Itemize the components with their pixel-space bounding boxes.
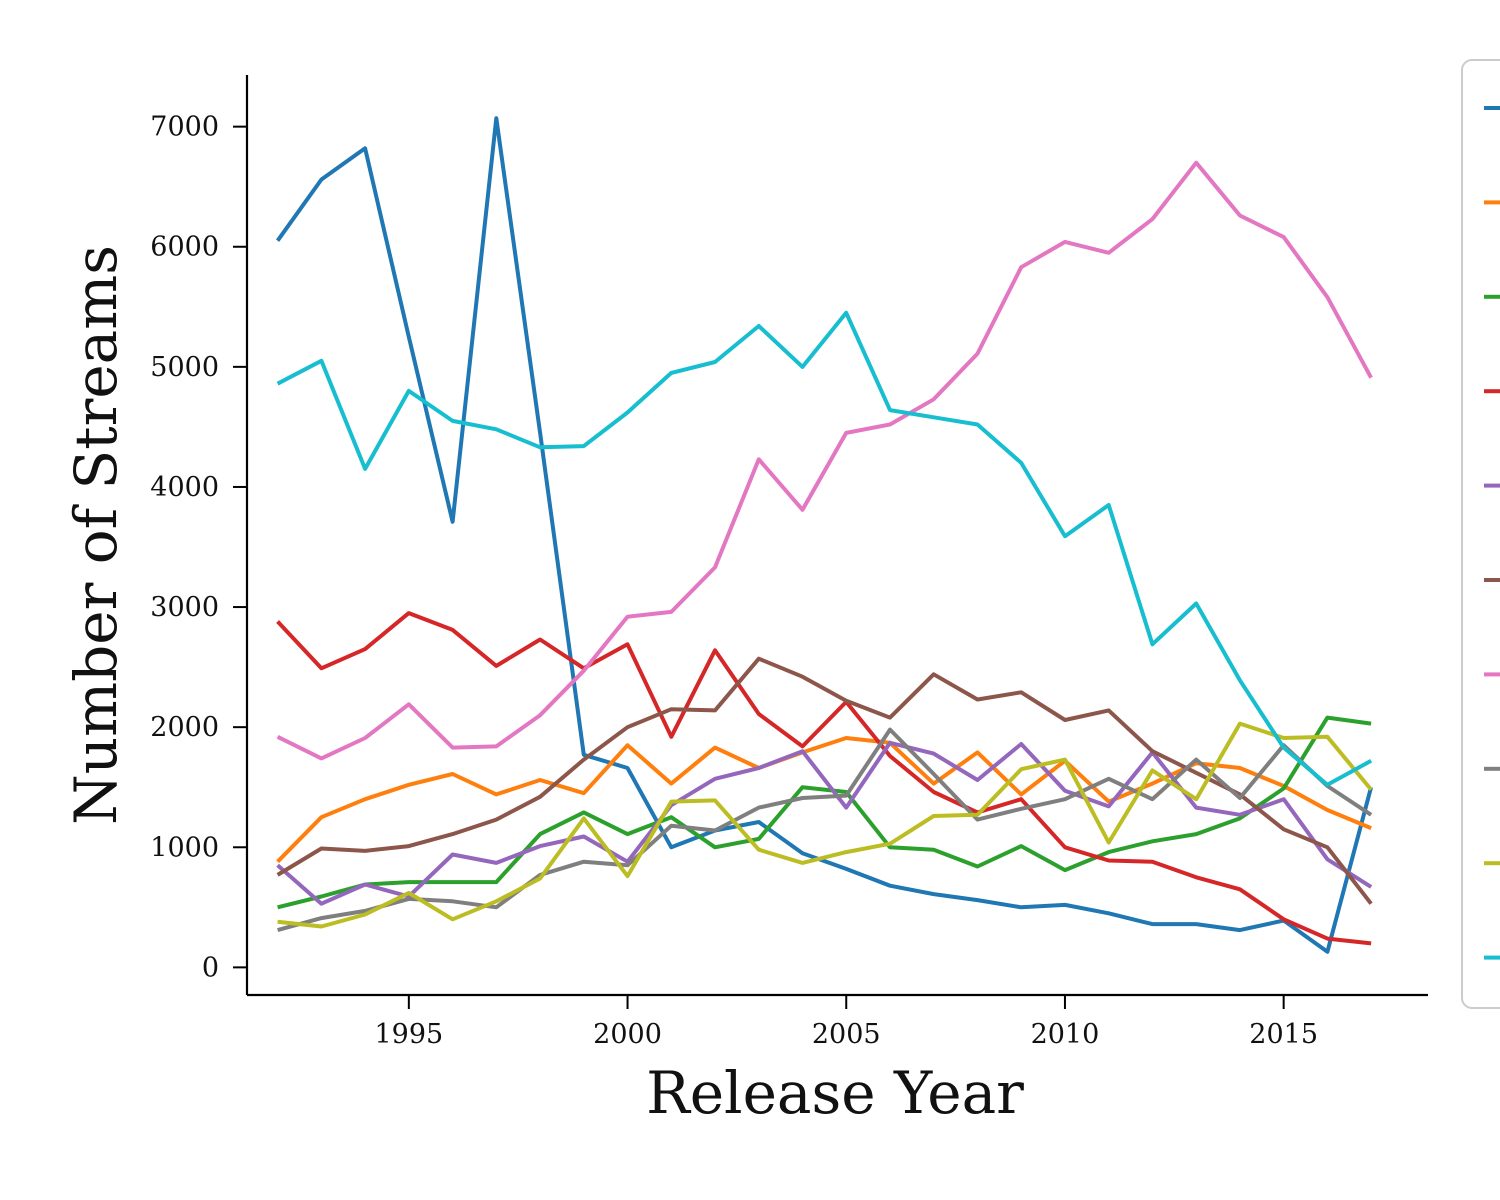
- series-line-5: [276, 740, 1373, 906]
- y-tick-label: 0: [202, 952, 219, 983]
- y-tick-label: 7000: [150, 112, 219, 143]
- y-tick-label: 1000: [150, 832, 219, 863]
- x-tick-label: 2000: [593, 1019, 662, 1050]
- ticks-layer: 0 1000 2000 3000 4000 5000 6000 7000 1995 2000 200…: [150, 112, 1318, 1050]
- y-axis-title: Number of Streams: [62, 245, 130, 825]
- x-tick-label: 2015: [1249, 1019, 1318, 1050]
- y-tick-label: 4000: [150, 472, 219, 503]
- y-tick-label: 5000: [150, 352, 219, 383]
- series-line-8: [277, 727, 1373, 933]
- y-tick-label: 6000: [150, 232, 219, 263]
- series-layer: [275, 116, 1374, 954]
- y-tick-label: 2000: [150, 712, 219, 743]
- x-tick-label: 2010: [1031, 1019, 1100, 1050]
- x-axis-title: Release Year: [646, 1059, 1024, 1127]
- legend: [1461, 59, 1500, 1009]
- series-line-3: [277, 715, 1372, 910]
- legend-entries: [1484, 106, 1500, 960]
- y-tick-label: 3000: [150, 592, 219, 623]
- series-line-2: [276, 736, 1372, 864]
- series-line-10: [276, 310, 1373, 787]
- series-line-9: [277, 721, 1373, 929]
- axes-layer: [245, 75, 1428, 997]
- series-line-7: [276, 160, 1373, 761]
- series-line-1: [275, 116, 1374, 954]
- series-line-6: [276, 656, 1373, 905]
- x-tick-label: 2005: [812, 1019, 881, 1050]
- x-tick-label: 1995: [374, 1019, 443, 1050]
- series-line-4: [276, 611, 1372, 946]
